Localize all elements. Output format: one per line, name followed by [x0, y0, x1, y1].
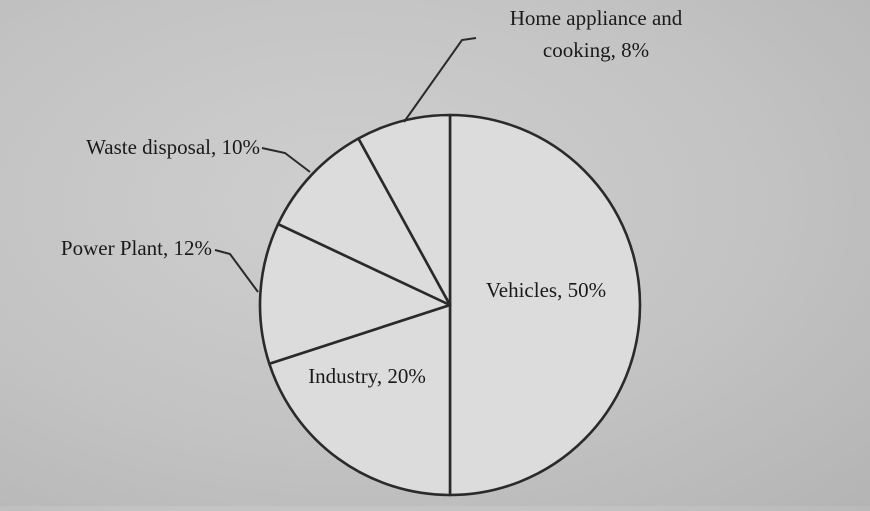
slice-label-4-line-0: Home appliance and: [510, 6, 683, 30]
slice-label-1: Industry, 20%: [308, 364, 426, 388]
slice-label-4-line-1: cooking, 8%: [543, 38, 649, 62]
leader-line-3: [261, 147, 311, 173]
slice-label-2: Power Plant, 12%: [61, 236, 212, 260]
leader-line-4: [403, 37, 477, 123]
pie-slice-0: [448, 113, 642, 497]
pie-slice-1: [268, 303, 452, 497]
slice-label-0: Vehicles, 50%: [486, 278, 606, 302]
leader-line-2: [214, 249, 259, 293]
pie-slice-2: [258, 222, 452, 366]
pie-slice-3: [276, 137, 452, 307]
pie-slice-4: [357, 113, 452, 307]
slice-label-3: Waste disposal, 10%: [86, 135, 260, 159]
